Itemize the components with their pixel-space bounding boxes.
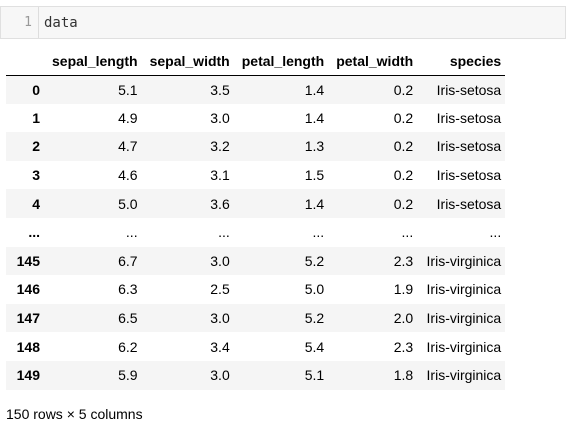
table-row: 0 5.1 3.5 1.4 0.2 Iris-setosa xyxy=(6,75,506,104)
table-cell: 3.0 xyxy=(210,109,230,126)
table-cell: 4.9 xyxy=(118,109,138,126)
table-cell: 0.2 xyxy=(393,195,414,212)
row-index: 146 xyxy=(16,281,40,298)
table-row: 148 6.2 3.4 5.4 2.3 Iris-virginica xyxy=(6,332,505,361)
table-cell: 5.2 xyxy=(304,310,325,327)
table-row: 2 4.7 3.2 1.3 0.2 Iris-setosa xyxy=(6,132,506,161)
table-cell: 1.4 xyxy=(304,81,325,98)
table-cell: 6.5 xyxy=(118,310,138,327)
table-cell: 3.0 xyxy=(210,310,230,327)
table-cell: ... xyxy=(489,224,502,241)
table-row: 1 4.9 3.0 1.4 0.2 Iris-setosa xyxy=(6,104,505,133)
table-row: 147 6.5 3.0 5.2 2.0 Iris-virginica xyxy=(6,303,506,333)
row-index: 145 xyxy=(16,252,40,269)
row-index: 0 xyxy=(32,81,40,98)
table-cell: 0.2 xyxy=(393,81,414,98)
column-header: petal_length xyxy=(233,47,329,76)
table-cell: Iris-setosa xyxy=(436,167,502,184)
table-cell: 5.0 xyxy=(118,195,138,212)
table-cell: Iris-virginica xyxy=(426,281,502,298)
table-cell: 5.1 xyxy=(118,81,138,98)
output-area: sepal_length sepal_width petal_length pe… xyxy=(6,47,506,390)
table-row: 3 4.6 3.1 1.5 0.2 Iris-setosa xyxy=(6,161,505,190)
table-cell: Iris-setosa xyxy=(436,138,502,155)
row-index: 2 xyxy=(32,138,40,155)
table-cell: 3.0 xyxy=(210,252,230,269)
table-cell: 5.0 xyxy=(304,281,325,298)
table-cell: 6.2 xyxy=(118,338,138,355)
table-cell: 6.7 xyxy=(118,252,138,269)
table-row: 149 5.9 3.0 5.1 1.8 Iris-virginica xyxy=(6,360,506,390)
table-cell: Iris-virginica xyxy=(426,338,502,355)
table-cell: 5.9 xyxy=(118,367,138,384)
table-cell: 6.3 xyxy=(118,281,138,298)
table-cell: 2.3 xyxy=(393,338,414,355)
column-header: sepal_width xyxy=(141,47,234,76)
table-cell: Iris-virginica xyxy=(426,367,502,384)
table-cell: 5.1 xyxy=(304,367,325,384)
column-header: species xyxy=(417,47,506,76)
row-index: 3 xyxy=(32,167,40,184)
table-cell: Iris-virginica xyxy=(426,252,502,269)
table-cell: ... xyxy=(125,224,138,241)
table-cell: 5.2 xyxy=(304,252,325,269)
table-cell: 0.2 xyxy=(393,138,414,155)
table-row: 146 6.3 2.5 5.0 1.9 Iris-virginica xyxy=(6,275,505,304)
table-cell: Iris-setosa xyxy=(436,81,502,98)
table-cell: Iris-setosa xyxy=(436,109,502,126)
table-cell: 3.6 xyxy=(210,195,230,212)
row-index: 4 xyxy=(32,195,40,212)
table-cell: 0.2 xyxy=(393,167,414,184)
row-index: 147 xyxy=(16,310,40,327)
row-index: 148 xyxy=(16,338,40,355)
table-cell: 0.2 xyxy=(393,109,414,126)
table-cell: ... xyxy=(401,224,414,241)
column-header: petal_width xyxy=(328,47,418,76)
table-row: 145 6.7 3.0 5.2 2.3 Iris-virginica xyxy=(6,246,506,276)
dataframe-shape-text: 150 rows × 5 columns xyxy=(6,406,143,422)
table-cell: ... xyxy=(218,224,230,241)
table-cell: 2.3 xyxy=(393,252,414,269)
code-cell-input[interactable]: 1 data xyxy=(0,6,566,39)
row-index: 149 xyxy=(16,367,40,384)
table-cell: Iris-virginica xyxy=(426,310,502,327)
table-cell: 4.6 xyxy=(118,167,138,184)
header-row: sepal_length sepal_width petal_length pe… xyxy=(6,47,506,76)
table-cell: 3.0 xyxy=(210,367,230,384)
dataframe-table: sepal_length sepal_width petal_length pe… xyxy=(6,47,506,390)
table-cell: 3.5 xyxy=(210,81,230,98)
column-header: sepal_length xyxy=(44,47,142,76)
table-cell: 3.1 xyxy=(210,167,230,184)
table-cell: 1.4 xyxy=(304,109,325,126)
table-row: 4 5.0 3.6 1.4 0.2 Iris-setosa xyxy=(6,189,506,218)
code-text[interactable]: data xyxy=(44,14,78,31)
row-index: ... xyxy=(28,224,40,241)
table-cell: 4.7 xyxy=(118,138,138,155)
table-cell: 3.2 xyxy=(210,138,230,155)
table-cell: 1.4 xyxy=(304,195,325,212)
table-cell: ... xyxy=(312,224,325,241)
index-header xyxy=(6,47,44,76)
table-cell: 3.4 xyxy=(210,338,230,355)
table-cell: 1.3 xyxy=(304,138,325,155)
line-number: 1 xyxy=(1,7,39,38)
table-cell: 2.5 xyxy=(210,281,230,298)
table-row-ellipsis: ... ... ... ... ... ... xyxy=(6,218,505,247)
table-cell: 1.8 xyxy=(393,367,414,384)
row-index: 1 xyxy=(32,109,40,126)
table-cell: 1.9 xyxy=(393,281,414,298)
table-cell: 5.4 xyxy=(304,338,325,355)
table-cell: 1.5 xyxy=(304,167,325,184)
table-cell: 2.0 xyxy=(393,310,414,327)
table-cell: Iris-setosa xyxy=(436,195,502,212)
